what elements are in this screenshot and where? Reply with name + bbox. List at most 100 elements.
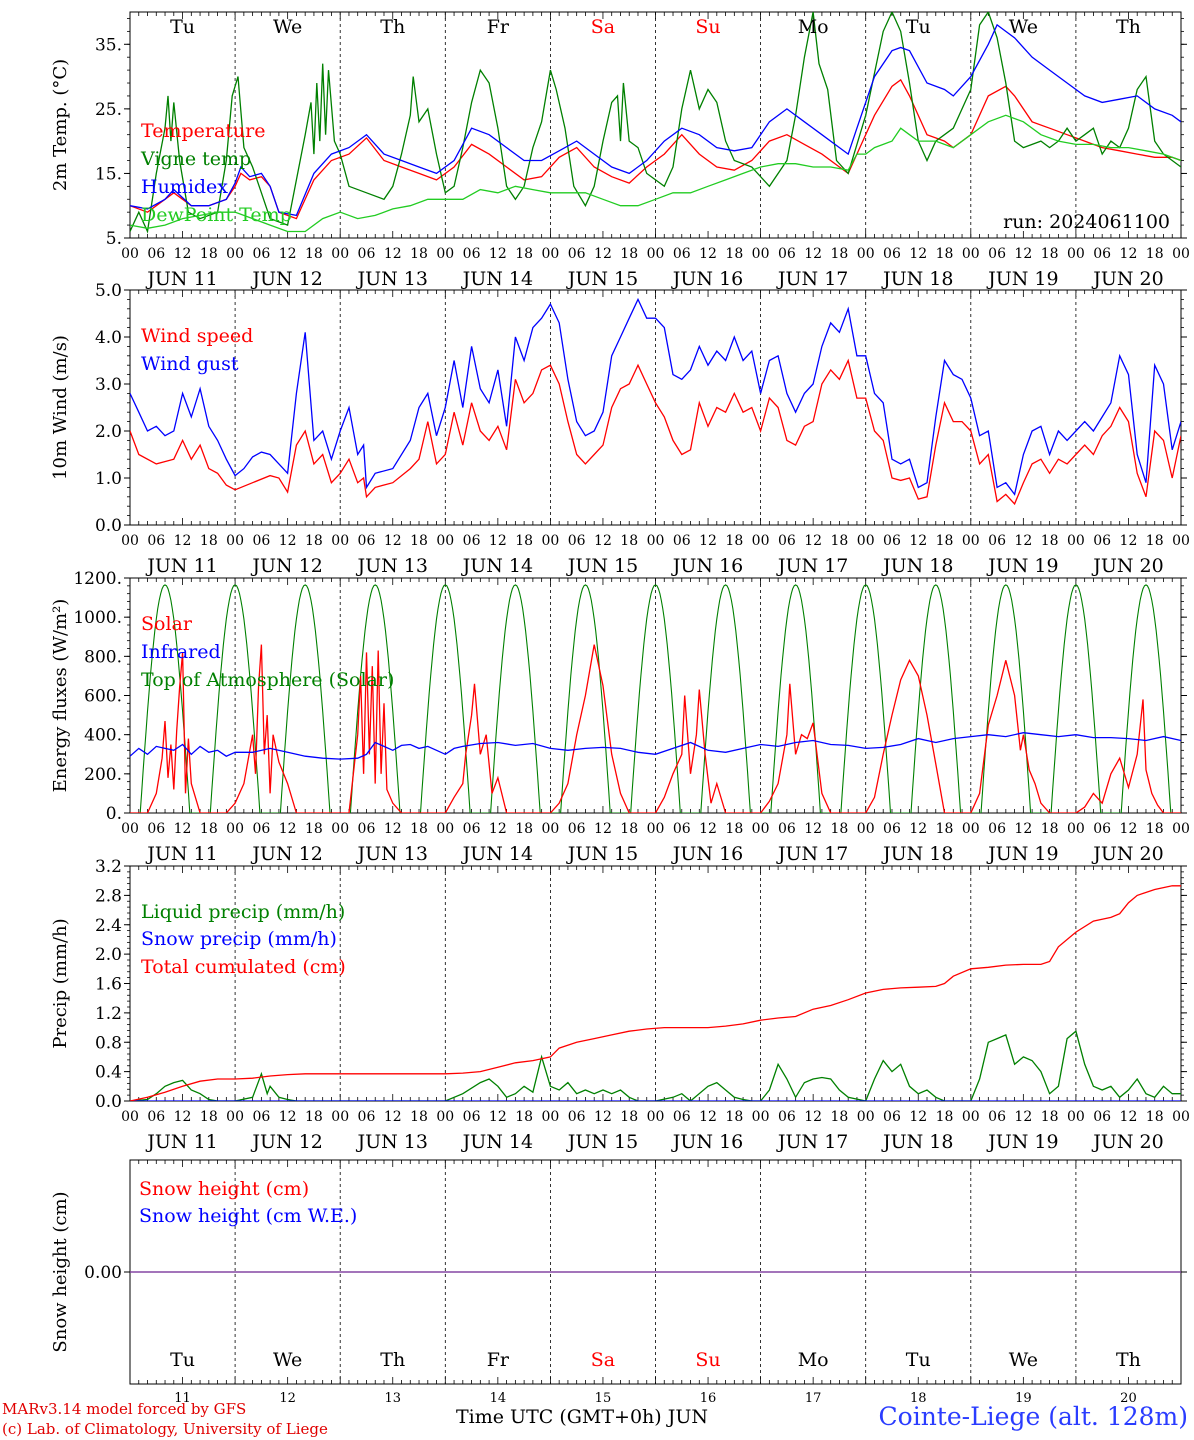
hour-tick-label: 06 (1093, 821, 1111, 837)
date-label: JUN 20 (1091, 1131, 1163, 1153)
hour-tick-label: 12 (384, 1109, 402, 1125)
hour-tick-label: 06 (568, 533, 586, 549)
day-number: 19 (1015, 1391, 1032, 1406)
series-wind-gust (130, 297, 1181, 496)
hour-tick-label: 12 (804, 246, 822, 262)
hour-tick-label: 00 (436, 821, 454, 837)
x-axis-title: Time UTC (GMT+0h) JUN (456, 1406, 708, 1428)
day-number: 15 (595, 1391, 612, 1406)
day-number: 17 (805, 1391, 822, 1406)
hour-tick-label: 18 (200, 821, 218, 837)
hour-tick-label: 18 (725, 1109, 743, 1125)
hour-tick-label: 06 (883, 246, 901, 262)
hour-tick-label: 12 (489, 1109, 507, 1125)
hour-tick-label: 00 (857, 533, 875, 549)
hour-tick-label: 06 (358, 246, 376, 262)
date-label: JUN 14 (461, 843, 533, 865)
hour-tick-label: 06 (568, 821, 586, 837)
hour-tick-label: 18 (515, 1109, 533, 1125)
day-name: Th (1116, 16, 1141, 38)
hour-tick-label: 06 (252, 533, 270, 549)
y-axis-label: Energy fluxes (W/m²) (50, 599, 71, 793)
hour-tick-label: 06 (673, 246, 691, 262)
hour-tick-label: 06 (252, 1109, 270, 1125)
date-label: JUN 15 (566, 555, 638, 577)
day-number: 14 (490, 1391, 507, 1406)
hour-tick-label: 12 (699, 533, 717, 549)
hour-tick-label: 12 (1120, 533, 1138, 549)
hour-tick-label: 00 (752, 1109, 770, 1125)
hour-tick-label: 18 (305, 1109, 323, 1125)
date-label: JUN 19 (986, 555, 1058, 577)
date-label: JUN 12 (250, 843, 322, 865)
hour-tick-label: 12 (1014, 533, 1032, 549)
day-number: 16 (700, 1391, 717, 1406)
series-humidex (130, 23, 1181, 217)
hour-tick-label: 06 (147, 1109, 165, 1125)
lab-credit: (c) Lab. of Climatology, University of L… (2, 1420, 328, 1438)
date-label: JUN 11 (145, 1131, 217, 1153)
y-tick-label: 1.6 (95, 975, 122, 995)
hour-tick-label: 06 (147, 533, 165, 549)
date-label: JUN 11 (145, 843, 217, 865)
hour-tick-label: 18 (515, 533, 533, 549)
date-label: JUN 20 (1091, 843, 1163, 865)
date-label: JUN 11 (145, 268, 217, 290)
hour-tick-label: 12 (174, 533, 192, 549)
hour-tick-label: 00 (226, 1109, 244, 1125)
hour-tick-label: 06 (778, 1109, 796, 1125)
y-tick-label: 3.0 (95, 375, 122, 395)
hour-tick-label: 18 (410, 246, 428, 262)
day-number: 13 (384, 1391, 401, 1406)
y-tick-label: 5. (106, 229, 122, 249)
hour-tick-label: 00 (1172, 1109, 1190, 1125)
hour-tick-label: 12 (804, 821, 822, 837)
hour-tick-label: 00 (541, 1109, 559, 1125)
hour-tick-label: 12 (1120, 1109, 1138, 1125)
date-label: JUN 14 (461, 1131, 533, 1153)
hour-tick-label: 18 (1146, 246, 1164, 262)
hour-tick-label: 00 (1067, 533, 1085, 549)
hour-tick-label: 00 (962, 246, 980, 262)
hour-tick-label: 12 (594, 1109, 612, 1125)
day-name: Fr (487, 1349, 510, 1371)
hour-tick-label: 06 (147, 246, 165, 262)
date-label: JUN 18 (881, 268, 953, 290)
hour-tick-label: 12 (1120, 246, 1138, 262)
day-name: Th (380, 1349, 405, 1371)
legend-entry: Snow height (cm W.E.) (139, 1205, 357, 1227)
day-name: We (1009, 1349, 1038, 1371)
y-tick-label: 0.0 (95, 1092, 122, 1112)
hour-tick-label: 06 (1093, 533, 1111, 549)
y-tick-label: 400. (84, 726, 122, 746)
hour-tick-label: 18 (936, 533, 954, 549)
hour-tick-label: 00 (121, 246, 139, 262)
hour-tick-label: 06 (673, 821, 691, 837)
hour-tick-label: 18 (1041, 246, 1059, 262)
hour-tick-label: 00 (962, 1109, 980, 1125)
date-label: JUN 15 (566, 268, 638, 290)
hour-tick-label: 12 (804, 533, 822, 549)
hour-tick-label: 12 (594, 821, 612, 837)
date-label: JUN 18 (881, 1131, 953, 1153)
hour-tick-label: 18 (410, 533, 428, 549)
hour-tick-label: 12 (279, 1109, 297, 1125)
day-name: Su (695, 1349, 720, 1371)
y-tick-label: 5.0 (95, 281, 122, 301)
hour-tick-label: 06 (568, 1109, 586, 1125)
hour-tick-label: 12 (699, 246, 717, 262)
legend-entry: Infrared (141, 641, 221, 663)
hour-tick-label: 12 (594, 533, 612, 549)
hour-tick-label: 18 (305, 246, 323, 262)
hour-tick-label: 12 (384, 533, 402, 549)
hour-tick-label: 12 (489, 821, 507, 837)
date-label: JUN 14 (461, 268, 533, 290)
legend-entry: Temperature (141, 120, 265, 142)
day-name: Th (380, 16, 405, 38)
hour-tick-label: 18 (725, 246, 743, 262)
y-tick-label: 2.0 (95, 422, 122, 442)
hour-tick-label: 18 (305, 533, 323, 549)
hour-tick-label: 06 (883, 533, 901, 549)
series-vigne-temp (130, 12, 1181, 234)
hour-tick-label: 00 (226, 821, 244, 837)
